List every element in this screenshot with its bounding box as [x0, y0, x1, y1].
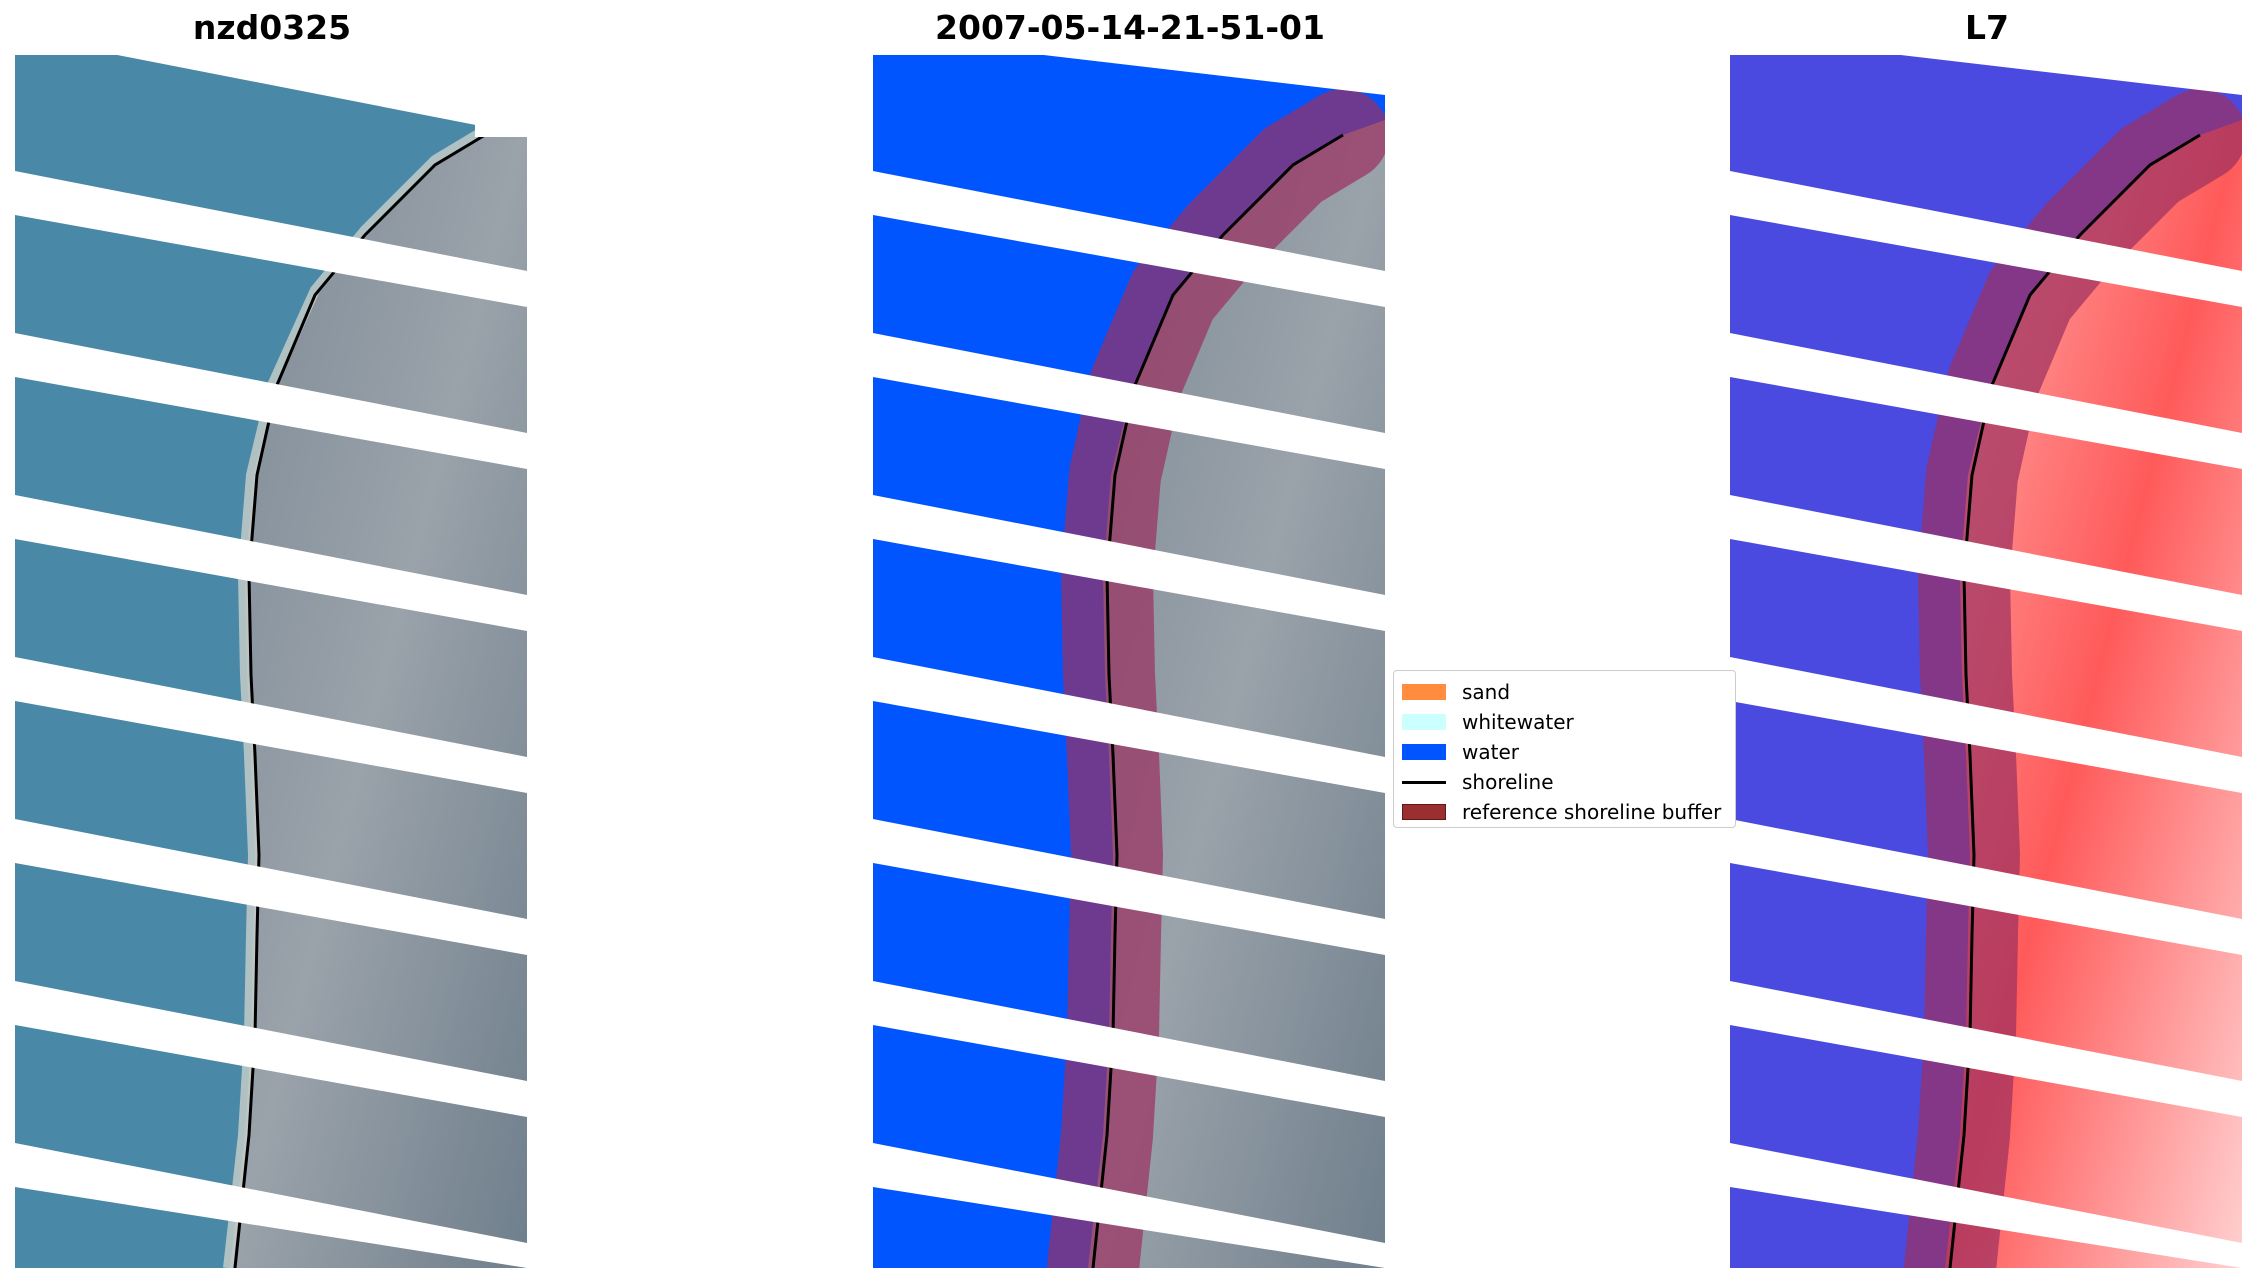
- classified-image-panel: [873, 55, 1385, 1268]
- legend-item-sand: sand: [1402, 677, 1735, 707]
- title-panel-index: L7: [1965, 8, 2009, 47]
- legend-label-water: water: [1462, 740, 1519, 764]
- legend-swatch-whitewater: [1402, 714, 1446, 730]
- legend-item-whitewater: whitewater: [1402, 707, 1735, 737]
- scan-line-gaps: [15, 55, 527, 1268]
- legend-item-water: water: [1402, 737, 1735, 767]
- legend-item-buffer: reference shoreline buffer: [1402, 797, 1735, 827]
- scan-line-gaps: [873, 55, 1385, 1268]
- title-panel-classified: 2007-05-14-21-51-01: [935, 8, 1325, 47]
- legend-label-whitewater: whitewater: [1462, 710, 1574, 734]
- rgb-image-panel: [15, 55, 527, 1268]
- legend: sand whitewater water shoreline referenc…: [1393, 670, 1736, 828]
- index-image-panel: [1730, 55, 2242, 1268]
- scan-line-gaps: [1730, 55, 2242, 1268]
- legend-swatch-sand: [1402, 684, 1446, 700]
- legend-swatch-water: [1402, 744, 1446, 760]
- title-panel-rgb: nzd0325: [192, 8, 352, 47]
- legend-swatch-buffer: [1402, 804, 1446, 820]
- legend-item-shoreline: shoreline: [1402, 767, 1735, 797]
- legend-line-shoreline: [1402, 780, 1446, 784]
- legend-label-buffer: reference shoreline buffer: [1462, 800, 1722, 824]
- legend-label-shoreline: shoreline: [1462, 770, 1554, 794]
- legend-label-sand: sand: [1462, 680, 1511, 704]
